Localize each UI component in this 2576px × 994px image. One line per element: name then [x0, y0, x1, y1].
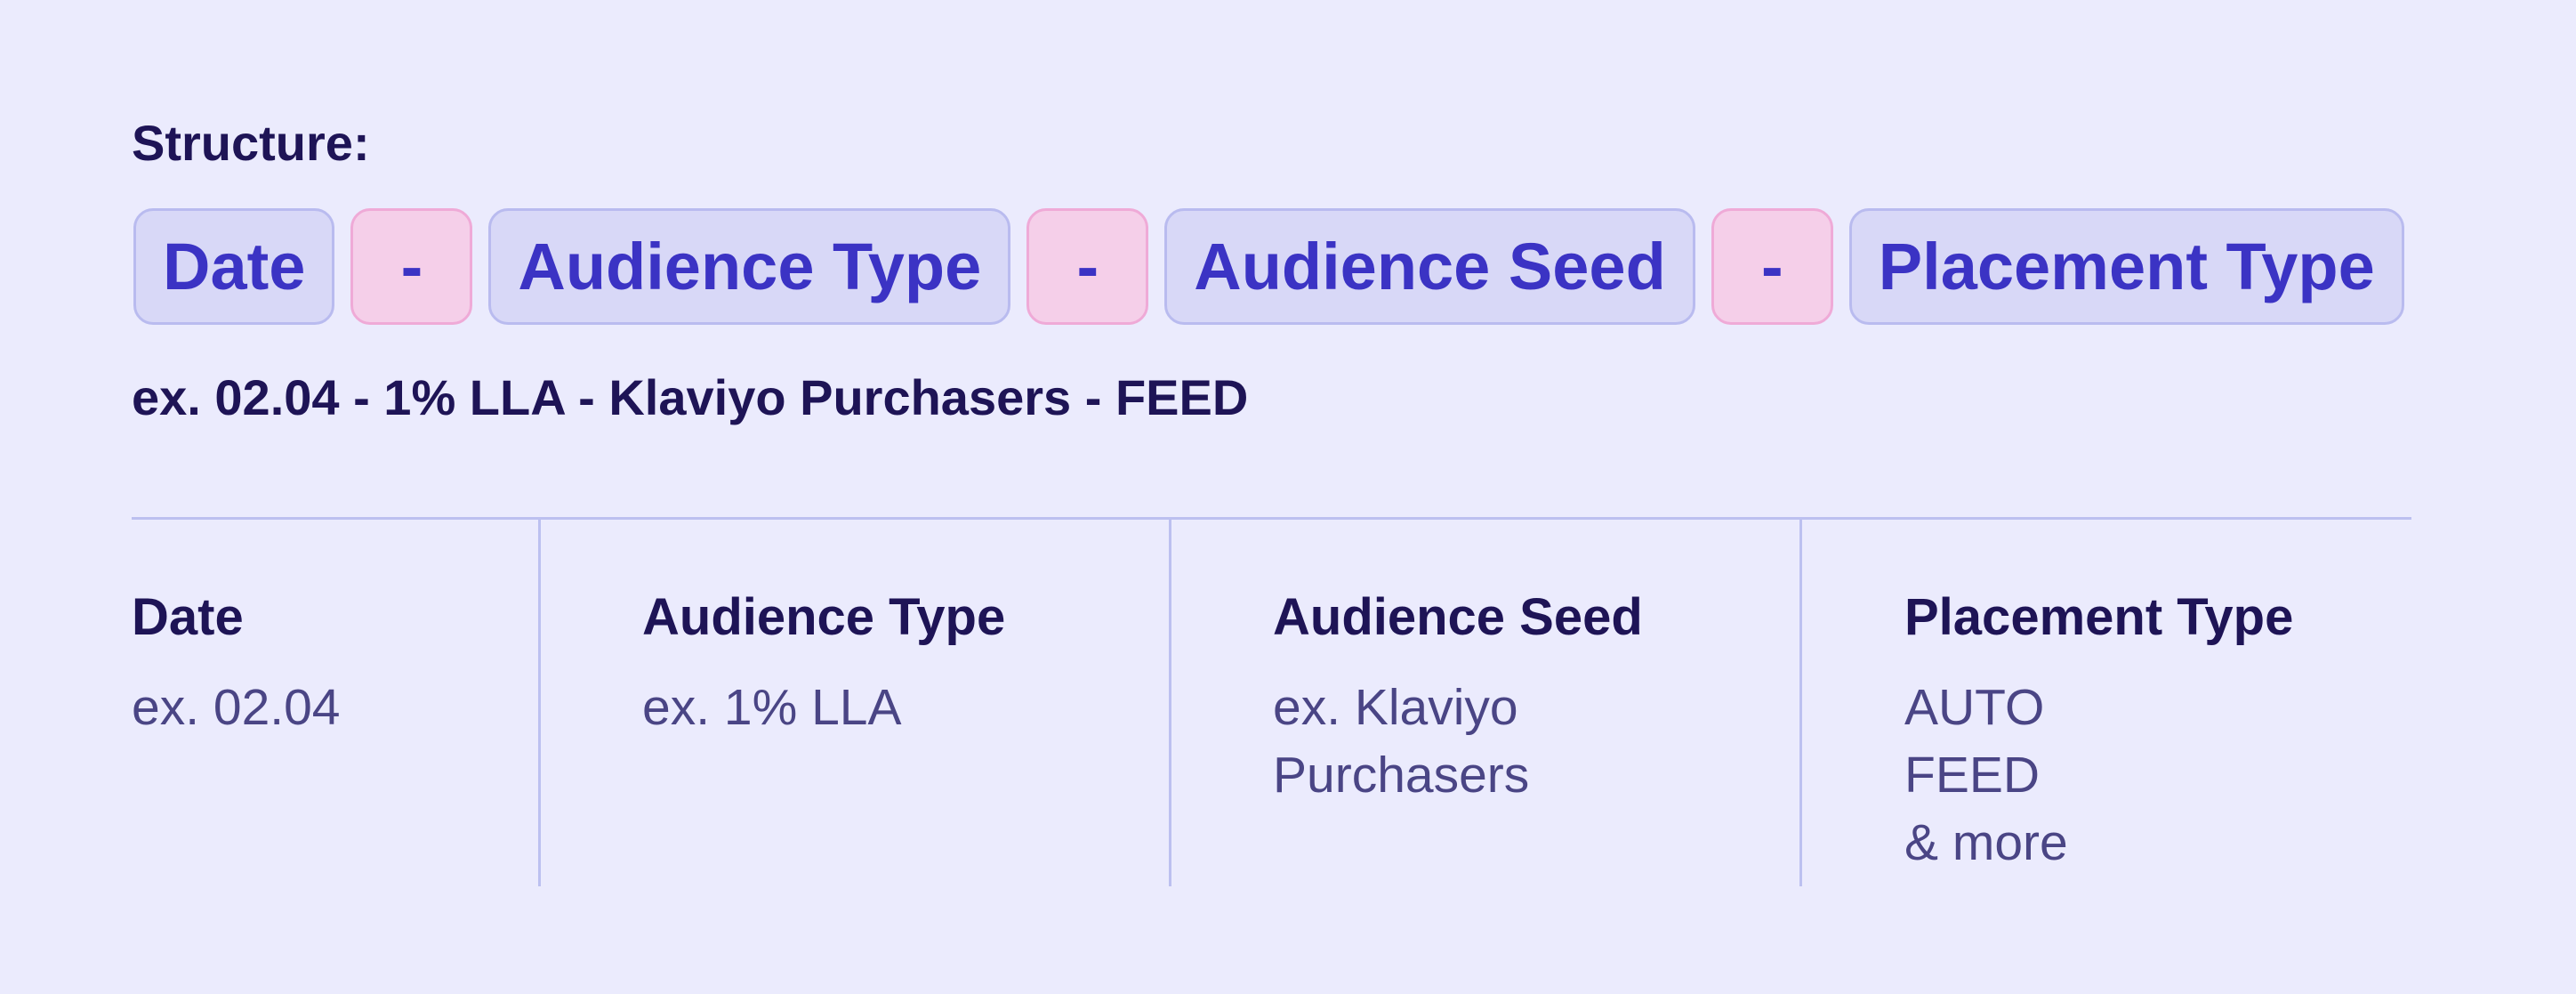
- column-divider: [1169, 518, 1171, 886]
- column-value: Purchasers: [1273, 747, 1530, 804]
- column-value: AUTO: [1904, 679, 2045, 736]
- column: Placement Type AUTO FEED & more: [1904, 587, 2293, 877]
- column-title: Audience Type: [642, 588, 1006, 646]
- column-value: ex. 02.04: [132, 679, 341, 736]
- example-text: ex. 02.04 - 1% LLA - Klaviyo Purchasers …: [132, 369, 1249, 425]
- segment-chip: Audience Seed: [1164, 208, 1695, 325]
- column-value: ex. 1% LLA: [642, 679, 902, 736]
- separator-chip: -: [350, 208, 473, 325]
- divider: [132, 517, 2411, 520]
- column-title: Placement Type: [1904, 588, 2294, 646]
- segment-chip: Date: [133, 208, 335, 325]
- column-title: Date: [132, 588, 244, 646]
- column-value: & more: [1904, 814, 2068, 871]
- column: Audience Type ex. 1% LLA: [642, 587, 1005, 741]
- column-value: ex. Klaviyo: [1273, 679, 1518, 736]
- column-divider: [1799, 518, 1802, 886]
- separator-chip: -: [1026, 208, 1149, 325]
- column-title: Audience Seed: [1273, 588, 1643, 646]
- segment-chip: Placement Type: [1848, 208, 2404, 325]
- column: Audience Seed ex. Klaviyo Purchasers: [1273, 587, 1643, 809]
- column-value: FEED: [1904, 747, 2041, 804]
- column-divider: [538, 518, 541, 886]
- segment-chip: Audience Type: [488, 208, 1011, 325]
- segment-row: Date - Audience Type - Audience Seed - Placeme…: [133, 208, 2404, 325]
- column: Date ex. 02.04: [132, 587, 341, 741]
- structure-label: Structure:: [132, 115, 370, 171]
- separator-chip: -: [1711, 208, 1833, 325]
